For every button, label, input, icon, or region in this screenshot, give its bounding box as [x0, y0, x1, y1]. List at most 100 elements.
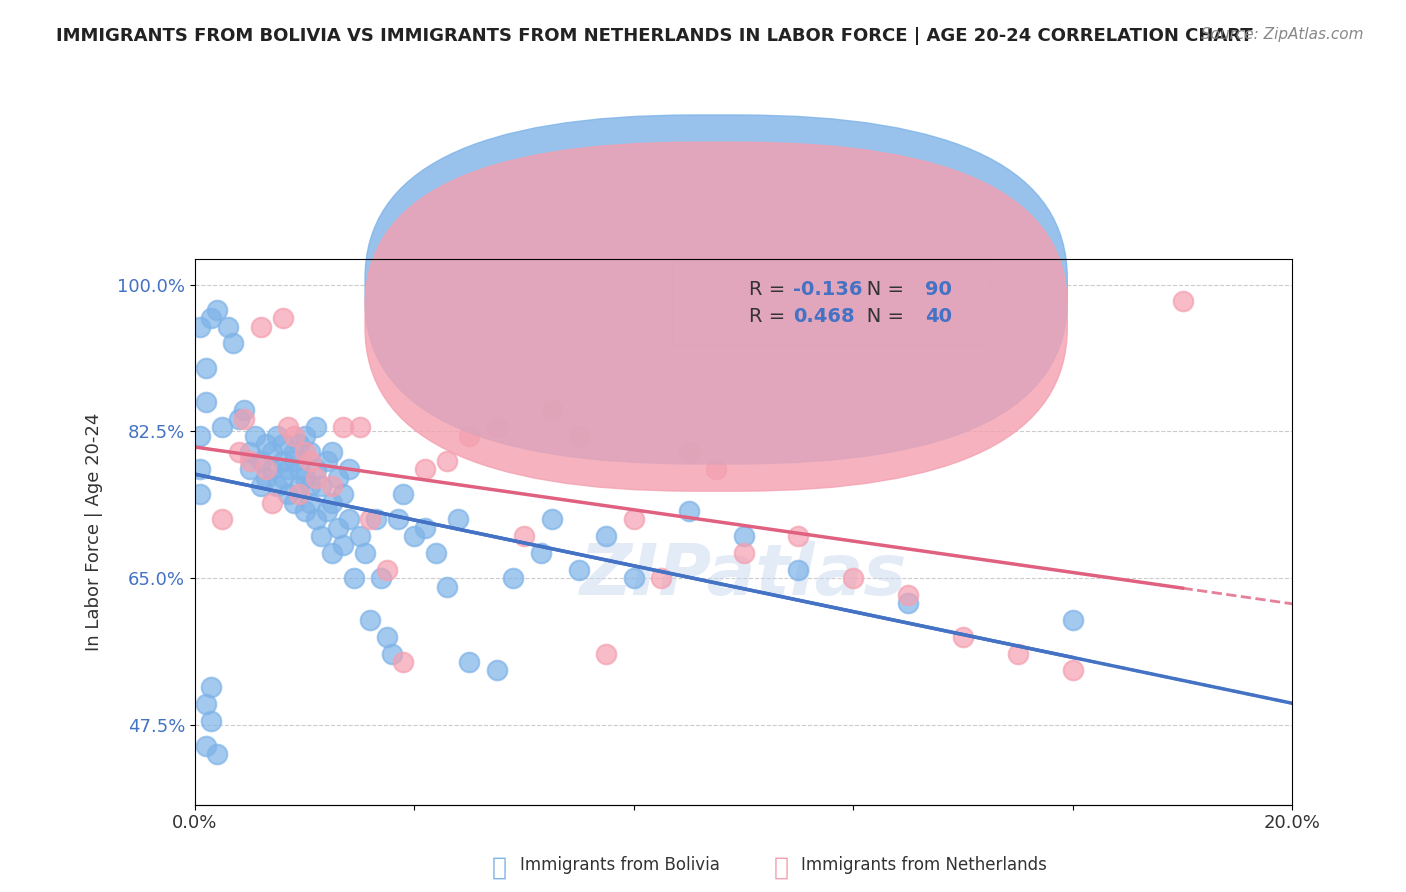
Immigrants from Bolivia: [326, 470, 349, 484]
Immigrants from Bolivia: [458, 655, 481, 669]
Immigrants from Bolivia: [404, 529, 426, 543]
Immigrants from Bolivia: [194, 739, 217, 753]
Immigrants from Netherlands: [1062, 664, 1084, 678]
Immigrants from Bolivia: [321, 445, 343, 459]
Immigrants from Netherlands: [288, 487, 311, 501]
Immigrants from Netherlands: [304, 470, 326, 484]
Immigrants from Bolivia: [190, 487, 212, 501]
Immigrants from Bolivia: [568, 563, 591, 577]
Immigrants from Bolivia: [283, 454, 305, 468]
Immigrants from Bolivia: [205, 747, 228, 762]
Y-axis label: In Labor Force | Age 20-24: In Labor Force | Age 20-24: [86, 413, 103, 651]
Text: ZIPatlas: ZIPatlas: [579, 541, 907, 610]
Immigrants from Netherlands: [239, 454, 262, 468]
Immigrants from Netherlands: [1171, 294, 1194, 309]
Text: Source: ZipAtlas.com: Source: ZipAtlas.com: [1201, 27, 1364, 42]
Immigrants from Netherlands: [733, 546, 755, 560]
Immigrants from Bolivia: [309, 479, 332, 493]
Immigrants from Bolivia: [190, 428, 212, 442]
Immigrants from Bolivia: [260, 445, 283, 459]
Immigrants from Bolivia: [283, 496, 305, 510]
Immigrants from Netherlands: [392, 655, 415, 669]
Immigrants from Bolivia: [304, 420, 326, 434]
Immigrants from Bolivia: [200, 714, 222, 728]
Immigrants from Netherlands: [568, 428, 591, 442]
Immigrants from Bolivia: [387, 512, 409, 526]
Immigrants from Bolivia: [254, 470, 277, 484]
Immigrants from Bolivia: [288, 462, 311, 476]
Immigrants from Netherlands: [260, 496, 283, 510]
Immigrants from Bolivia: [294, 504, 316, 518]
Text: 40: 40: [925, 307, 952, 326]
Immigrants from Bolivia: [623, 571, 645, 585]
Text: R =: R =: [749, 280, 792, 299]
Immigrants from Netherlands: [842, 571, 865, 585]
Immigrants from Bolivia: [277, 462, 299, 476]
Immigrants from Bolivia: [415, 521, 437, 535]
Immigrants from Bolivia: [337, 512, 360, 526]
Immigrants from Netherlands: [623, 512, 645, 526]
Immigrants from Netherlands: [897, 588, 920, 602]
Immigrants from Bolivia: [337, 462, 360, 476]
Immigrants from Bolivia: [271, 470, 294, 484]
Immigrants from Bolivia: [299, 479, 322, 493]
Immigrants from Bolivia: [288, 437, 311, 451]
Text: N =: N =: [848, 280, 910, 299]
Immigrants from Bolivia: [485, 664, 508, 678]
Immigrants from Netherlands: [704, 462, 727, 476]
Immigrants from Netherlands: [299, 454, 322, 468]
Immigrants from Bolivia: [315, 454, 337, 468]
Immigrants from Bolivia: [266, 479, 288, 493]
Immigrants from Netherlands: [375, 563, 398, 577]
Immigrants from Netherlands: [415, 462, 437, 476]
Immigrants from Bolivia: [194, 395, 217, 409]
Immigrants from Bolivia: [540, 512, 562, 526]
Immigrants from Bolivia: [375, 630, 398, 644]
Immigrants from Bolivia: [222, 336, 245, 351]
Immigrants from Bolivia: [194, 697, 217, 711]
Immigrants from Bolivia: [354, 546, 377, 560]
Immigrants from Bolivia: [288, 479, 311, 493]
Immigrants from Bolivia: [370, 571, 392, 585]
Immigrants from Netherlands: [485, 420, 508, 434]
Immigrants from Bolivia: [294, 470, 316, 484]
Text: 90: 90: [925, 280, 952, 299]
Immigrants from Netherlands: [294, 445, 316, 459]
Immigrants from Bolivia: [228, 412, 250, 426]
Immigrants from Bolivia: [447, 512, 470, 526]
Immigrants from Bolivia: [349, 529, 371, 543]
Immigrants from Bolivia: [897, 596, 920, 610]
Immigrants from Netherlands: [540, 403, 562, 417]
Immigrants from Bolivia: [211, 420, 233, 434]
Immigrants from Netherlands: [228, 445, 250, 459]
Immigrants from Bolivia: [787, 563, 810, 577]
Immigrants from Bolivia: [299, 445, 322, 459]
Immigrants from Bolivia: [502, 571, 524, 585]
Immigrants from Bolivia: [254, 437, 277, 451]
Immigrants from Bolivia: [1062, 613, 1084, 627]
Immigrants from Bolivia: [217, 319, 239, 334]
Immigrants from Bolivia: [283, 445, 305, 459]
Immigrants from Netherlands: [952, 630, 974, 644]
Immigrants from Netherlands: [1007, 647, 1029, 661]
FancyBboxPatch shape: [672, 262, 990, 344]
Immigrants from Bolivia: [299, 496, 322, 510]
Immigrants from Bolivia: [190, 319, 212, 334]
Text: Immigrants from Bolivia: Immigrants from Bolivia: [520, 855, 720, 873]
Text: ⬜: ⬜: [773, 855, 789, 880]
Immigrants from Netherlands: [277, 420, 299, 434]
Immigrants from Bolivia: [425, 546, 447, 560]
Immigrants from Netherlands: [513, 529, 536, 543]
Text: R =: R =: [749, 307, 792, 326]
Immigrants from Bolivia: [360, 613, 382, 627]
Text: Immigrants from Netherlands: Immigrants from Netherlands: [801, 855, 1047, 873]
Immigrants from Netherlands: [360, 512, 382, 526]
Immigrants from Netherlands: [595, 647, 617, 661]
Immigrants from Netherlands: [271, 311, 294, 326]
Immigrants from Bolivia: [190, 462, 212, 476]
Immigrants from Bolivia: [304, 462, 326, 476]
Text: 0.468: 0.468: [793, 307, 855, 326]
FancyBboxPatch shape: [366, 115, 1067, 464]
Immigrants from Bolivia: [364, 512, 387, 526]
Immigrants from Netherlands: [249, 319, 271, 334]
